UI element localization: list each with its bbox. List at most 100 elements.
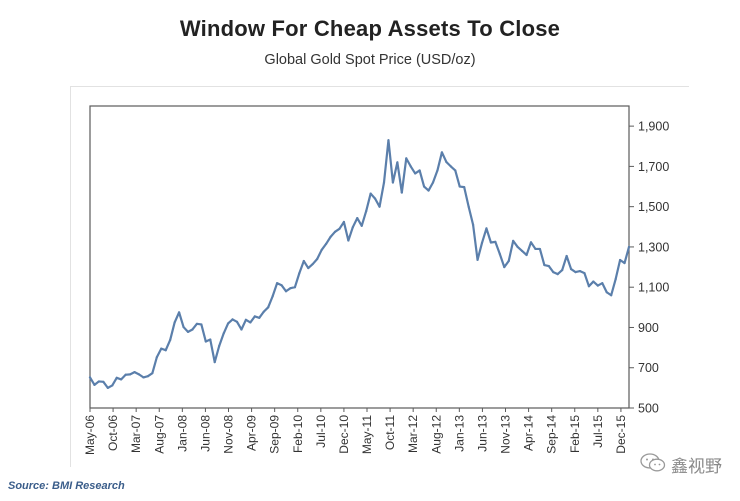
x-tick-label: May-11 [360, 415, 374, 454]
data-point [115, 376, 118, 379]
data-point [454, 169, 457, 172]
watermark-text: 鑫视野 [671, 457, 722, 477]
data-point [605, 291, 608, 294]
source-note: Source: BMI Research [8, 480, 125, 492]
data-point [338, 227, 341, 230]
data-point [360, 224, 363, 227]
data-point [124, 373, 127, 376]
data-point [627, 245, 631, 249]
data-point [342, 220, 346, 224]
data-point [547, 264, 550, 268]
data-point [302, 259, 305, 263]
data-point [592, 280, 595, 283]
data-point [182, 325, 185, 329]
x-tick-label: Jan-08 [175, 415, 189, 452]
x-tick-label: Feb-15 [568, 415, 582, 453]
y-tick-label: 700 [638, 361, 659, 375]
data-point [405, 157, 408, 160]
data-point [538, 247, 542, 251]
data-point [583, 272, 586, 275]
data-point [133, 371, 136, 374]
x-tick-label: Mar-07 [129, 415, 143, 453]
x-axis-ticks: May-06 Oct-06 Mar-07 Aug-07 Jan-08 Jun-08 Nov-… [83, 408, 628, 455]
x-tick-label: Feb-10 [291, 415, 305, 453]
chart-axes [89, 105, 630, 409]
data-point [489, 241, 493, 244]
x-tick-label: Apr-14 [522, 415, 536, 451]
data-point [213, 361, 216, 364]
data-point [574, 271, 577, 274]
data-point [209, 338, 212, 341]
wechat-icon [640, 453, 666, 472]
data-point [520, 249, 524, 253]
data-point [494, 240, 497, 243]
data-point [235, 320, 239, 323]
data-point [476, 258, 479, 261]
data-point [503, 265, 506, 269]
data-point [601, 282, 604, 285]
data-point [565, 254, 568, 258]
data-point [177, 311, 181, 314]
data-point [240, 328, 243, 331]
y-tick-label: 1,900 [638, 120, 669, 134]
data-point [262, 310, 265, 313]
data-point [200, 323, 203, 326]
data-point [534, 247, 537, 251]
data-point [498, 252, 501, 256]
data-point [298, 272, 301, 275]
data-point [88, 376, 92, 379]
data-point [623, 261, 626, 265]
y-tick-label: 1,300 [638, 240, 669, 254]
x-tick-label: Aug-12 [429, 415, 443, 454]
data-point [284, 290, 288, 293]
data-point [311, 262, 314, 266]
data-point [409, 165, 412, 168]
data-point [120, 378, 123, 381]
data-point [97, 380, 101, 383]
data-point [556, 273, 559, 276]
data-point [445, 160, 448, 164]
x-tick-label: Apr-09 [245, 415, 259, 451]
x-tick-label: Jul-10 [314, 415, 328, 448]
data-point [596, 284, 599, 287]
data-point [111, 384, 114, 387]
data-point [512, 239, 515, 242]
data-point [427, 189, 430, 192]
x-tick-label: Jan-13 [452, 415, 466, 452]
data-point [431, 181, 435, 184]
data-point [387, 139, 390, 142]
data-point [467, 205, 470, 208]
data-point [347, 239, 350, 242]
data-point [440, 151, 444, 154]
data-point [249, 321, 252, 324]
plot-area-border [89, 105, 630, 409]
data-point [160, 347, 163, 350]
chart-title: Window For Cheap Assets To Close [179, 16, 561, 41]
data-point [142, 376, 145, 379]
data-point [614, 278, 617, 281]
data-point [414, 172, 417, 175]
data-point [463, 186, 466, 189]
data-point [525, 253, 528, 257]
data-point [258, 316, 261, 319]
data-point [155, 356, 158, 359]
data-point [128, 373, 132, 376]
data-point [280, 284, 283, 287]
y-tick-label: 1,100 [638, 281, 669, 295]
x-tick-label: Dec-10 [337, 415, 351, 454]
data-point [275, 282, 279, 285]
data-point [289, 287, 292, 290]
data-point [480, 241, 484, 245]
data-point [191, 328, 194, 331]
data-point [137, 373, 141, 376]
data-point [418, 169, 421, 172]
series-line-gold-price [88, 139, 631, 389]
data-point [164, 349, 167, 352]
x-tick-label: Dec-15 [614, 415, 628, 454]
data-point [195, 322, 199, 325]
data-point [307, 266, 310, 270]
data-point [146, 375, 150, 378]
x-tick-label: May-06 [83, 415, 97, 455]
data-point [543, 263, 546, 267]
x-tick-label: Nov-08 [222, 415, 236, 454]
